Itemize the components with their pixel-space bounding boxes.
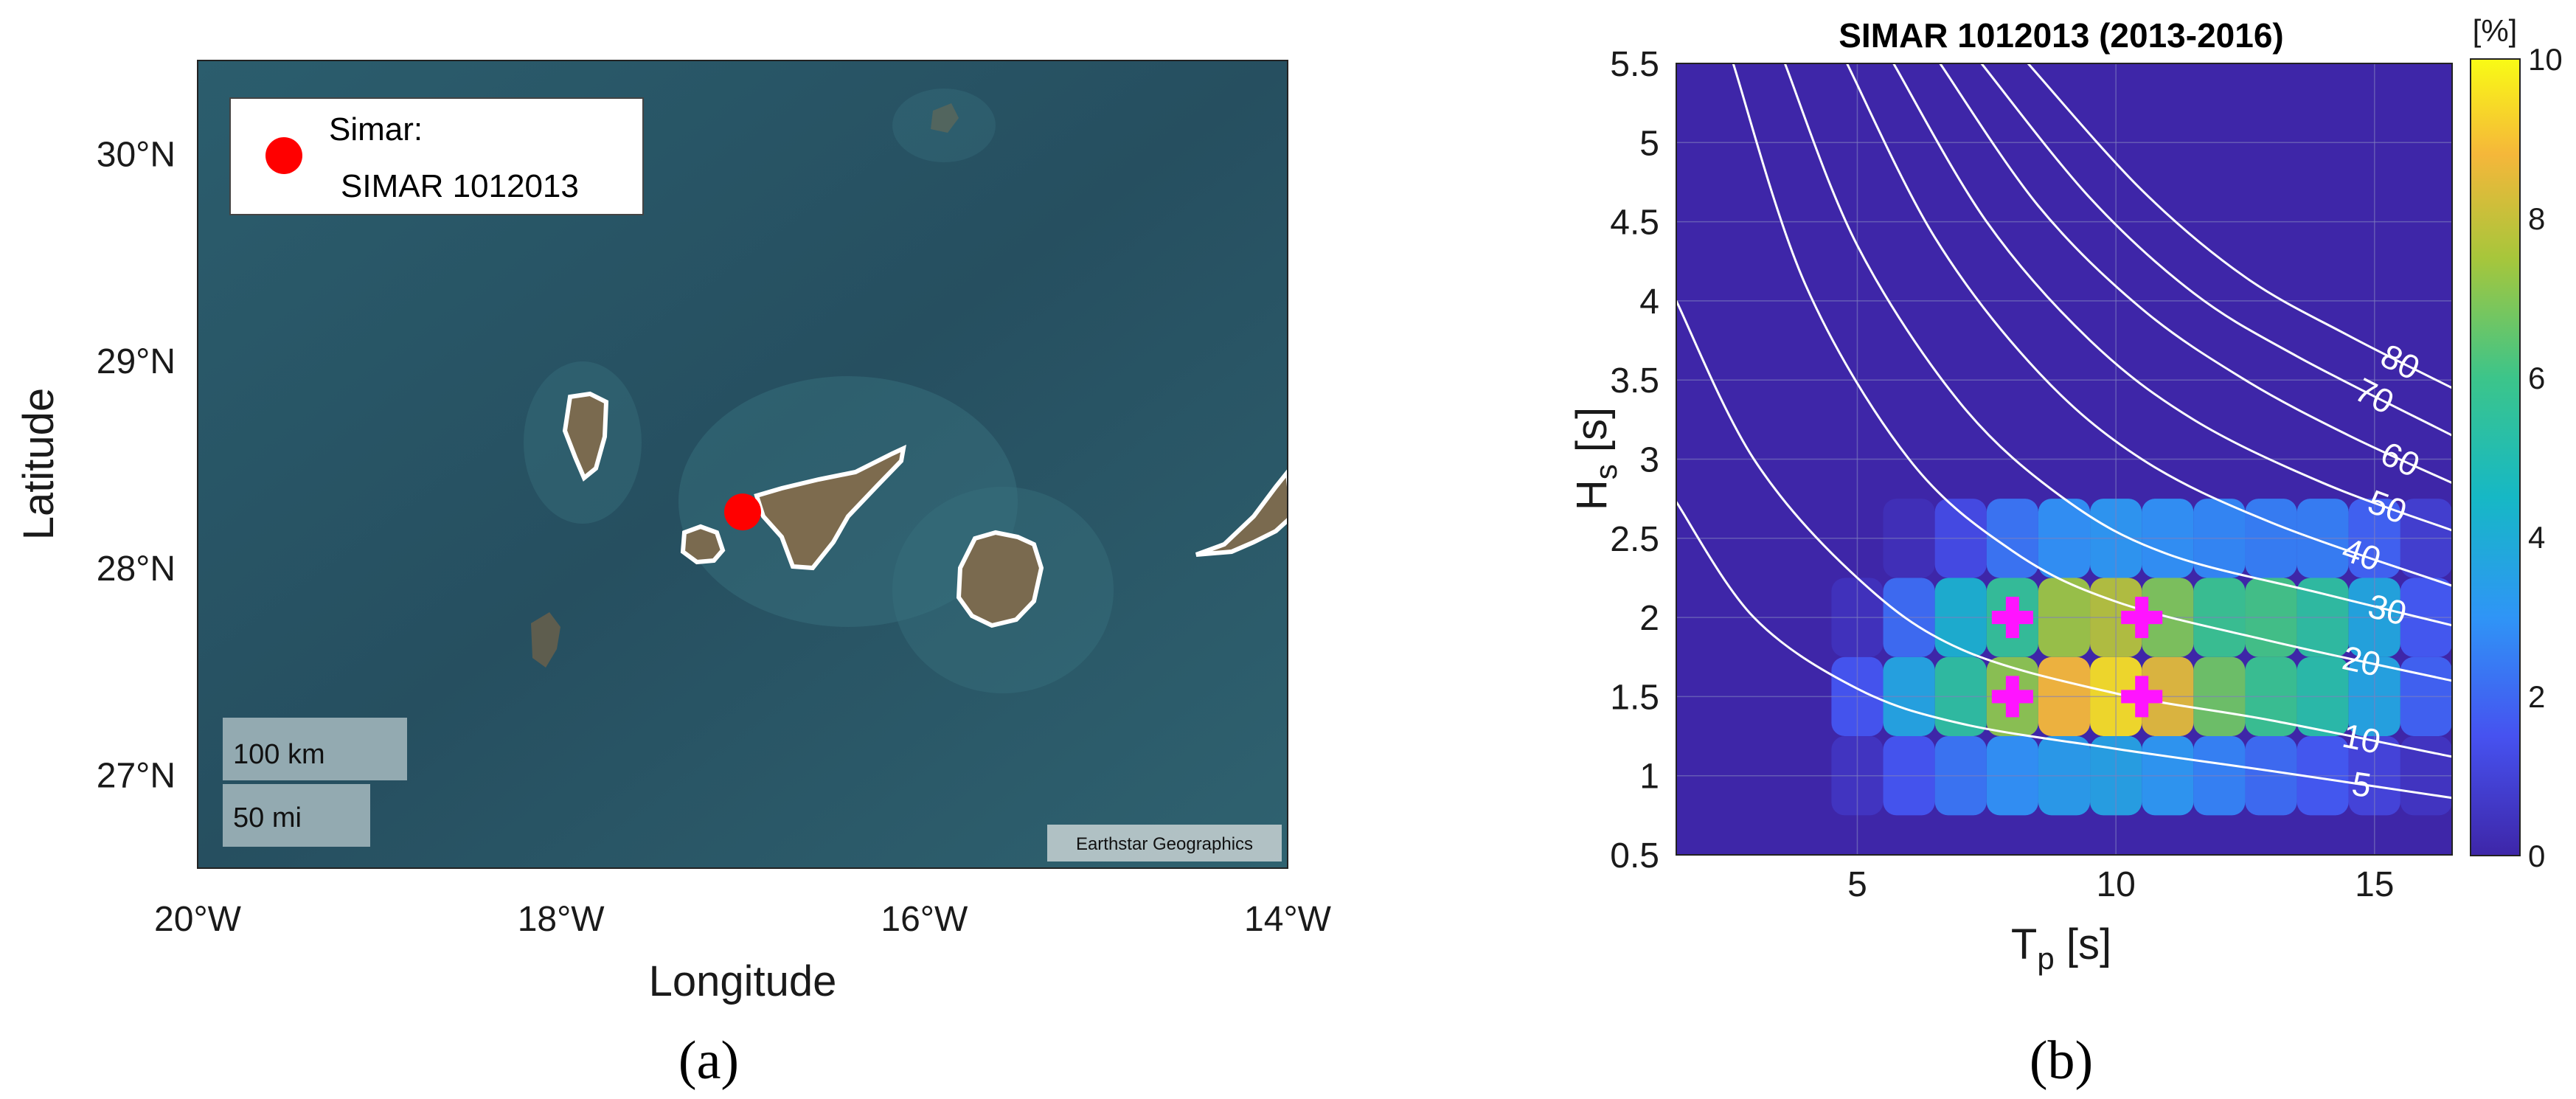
plot-y-tick: 3: [1639, 441, 1659, 480]
sea-state-marker[interactable]: [1991, 676, 2033, 718]
island-gran-canaria: [956, 530, 1044, 628]
plot-frame: [1676, 63, 2453, 856]
map-y-axis-label: Latitude: [15, 388, 63, 540]
plot-x-tick-labels: 5 10 15: [1847, 865, 2394, 904]
map-frame: [197, 60, 1288, 869]
legend-marker-icon: [265, 137, 302, 174]
plot-y-tick: 5: [1639, 124, 1659, 163]
scale-bar-km-box: [223, 718, 407, 780]
island-tenerife: [754, 444, 906, 571]
plot-x-tick: 15: [2355, 865, 2394, 904]
plot-y-tick: 2.5: [1610, 520, 1659, 559]
chart-title: SIMAR 1012013 (2013-2016): [1839, 16, 2283, 55]
plot-y-tick: 4.5: [1610, 204, 1659, 243]
plot-y-tick: 1: [1639, 757, 1659, 797]
contour-line: [1846, 63, 2452, 587]
plot-x-axis-label: Tp [s]: [2011, 921, 2111, 976]
map-y-tick: 29°N: [97, 342, 176, 381]
legend-label: Simar:: [329, 111, 423, 148]
contour-line: [1892, 63, 2452, 532]
plot-y-axis-label: Hs [s]: [1568, 407, 1623, 510]
plot-x-tick: 10: [2096, 865, 2135, 904]
island-fuerteventura: [1195, 468, 1288, 557]
colorbar-tick: 6: [2528, 361, 2545, 395]
sea-state-marker[interactable]: [2121, 597, 2163, 639]
map-y-tick: 28°N: [97, 550, 176, 589]
map-panel: Simar: SIMAR 1012013 100 km 50 mi Earths…: [15, 60, 1332, 1091]
contour-label: 20: [2339, 638, 2384, 684]
scale-bar-mi-label: 50 mi: [233, 802, 302, 833]
contour-panel: SIMAR 1012013 (2013-2016) 5 10 15 0.5 1 1.5 2…: [1568, 13, 2563, 1091]
colorbar: [2470, 58, 2521, 856]
map-legend: Simar: SIMAR 1012013: [229, 97, 644, 215]
panel-a-label: (a): [678, 1030, 739, 1091]
sea-state-marker[interactable]: [1991, 597, 2033, 639]
island-la-palma: [562, 391, 609, 482]
colorbar-tick: 10: [2528, 42, 2563, 77]
colorbar-unit-label: [%]: [2473, 13, 2518, 48]
plot-y-tick-labels: 0.5 1 1.5 2 2.5 3 3.5 4 4.5 5 5.5: [1610, 45, 1659, 876]
contour-line: [1676, 300, 2452, 758]
island-seamount: [931, 103, 959, 133]
plot-y-tick: 5.5: [1610, 45, 1659, 84]
colorbar-tick-labels: 0 2 4 6 8 10: [2528, 42, 2563, 873]
map-y-tick-labels: 27°N 28°N 29°N 30°N: [97, 135, 176, 795]
map-x-tick: 16°W: [881, 900, 968, 939]
contour-line: [1732, 63, 2452, 682]
sea-state-marker[interactable]: [2121, 676, 2163, 718]
map-x-tick: 18°W: [518, 900, 605, 939]
plot-y-tick: 0.5: [1610, 836, 1659, 876]
contour-line: [1980, 63, 2452, 437]
map-y-tick: 27°N: [97, 757, 176, 796]
map-x-tick-labels: 20°W 18°W 16°W 14°W: [154, 900, 1332, 939]
plot-x-tick: 5: [1847, 865, 1867, 904]
contour-label: 10: [2339, 716, 2384, 761]
colorbar-tick: 4: [2528, 520, 2545, 555]
map-x-tick: 20°W: [154, 900, 242, 939]
contour-lines: [1676, 63, 2452, 800]
station-marker[interactable]: [724, 493, 761, 531]
attribution-box: [1047, 825, 1282, 861]
contour-line: [1676, 501, 2452, 800]
contour-line: [2027, 63, 2452, 389]
grid-lines: [1676, 63, 2452, 855]
contour-line: [1939, 63, 2452, 485]
sea-state-markers: [1991, 597, 2163, 718]
legend-station-name: SIMAR 1012013: [341, 168, 579, 204]
plot-y-tick: 3.5: [1610, 361, 1659, 401]
colorbar-tick: 8: [2528, 201, 2545, 236]
attribution-text: Earthstar Geographics: [1076, 834, 1253, 854]
island-el-hierro: [531, 612, 560, 668]
plot-y-tick: 1.5: [1610, 678, 1659, 717]
plot-y-tick: 2: [1639, 599, 1659, 638]
scale-bar-mi-box: [223, 784, 370, 847]
colorbar-tick: 2: [2528, 679, 2545, 714]
colorbar-tick: 0: [2528, 839, 2545, 873]
scale-bar-km-label: 100 km: [233, 739, 325, 770]
panel-b-label: (b): [2030, 1030, 2093, 1091]
map-x-tick: 14°W: [1244, 900, 1332, 939]
map-y-tick: 30°N: [97, 135, 176, 174]
contour-line: [1783, 63, 2452, 627]
map-x-axis-label: Longitude: [649, 957, 837, 1005]
island-la-gomera: [680, 524, 726, 565]
scale-bar: 100 km 50 mi: [223, 718, 407, 847]
plot-y-tick: 4: [1639, 282, 1659, 322]
contour-label: 30: [2364, 586, 2410, 633]
